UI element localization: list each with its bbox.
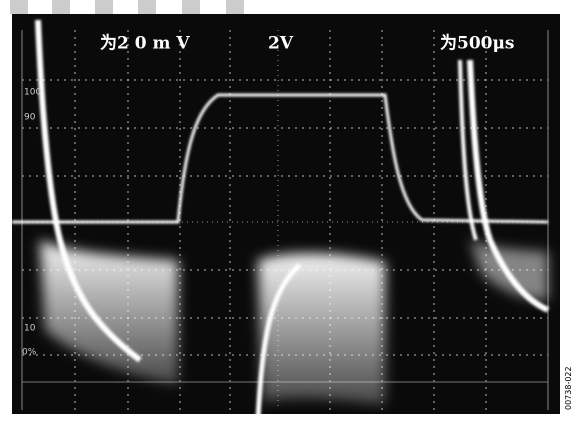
figure-id: 00738-022 [564, 366, 573, 410]
top-tabs [10, 0, 244, 14]
signal-trace [12, 93, 549, 224]
time-scale: 为500μs [440, 33, 515, 54]
channel-1-scale: 为2 0 m V [100, 33, 190, 54]
signal-spikes [35, 19, 550, 421]
marker-label: 90 [24, 113, 36, 123]
marker-label: 0% [22, 348, 37, 358]
channel-2-scale: 2V [268, 34, 294, 54]
marker-label: 100 [24, 88, 41, 98]
marker-label: 10 [24, 324, 36, 334]
